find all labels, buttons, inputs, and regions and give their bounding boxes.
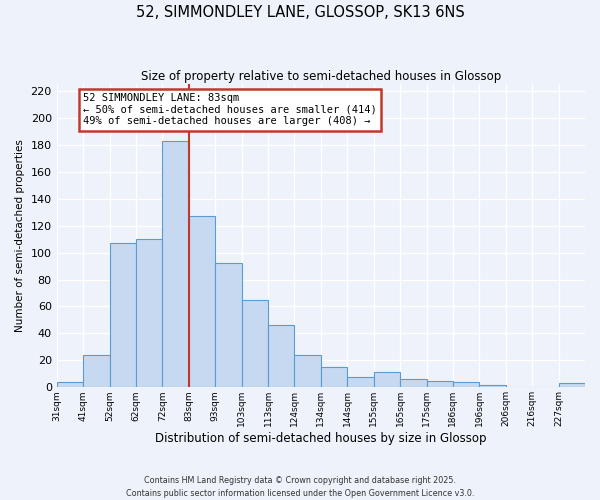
Bar <box>56 382 83 388</box>
Bar <box>215 264 242 388</box>
Y-axis label: Number of semi-detached properties: Number of semi-detached properties <box>15 140 25 332</box>
Bar <box>268 326 295 388</box>
Bar <box>347 376 374 388</box>
Title: Size of property relative to semi-detached houses in Glossop: Size of property relative to semi-detach… <box>141 70 501 83</box>
Bar <box>400 379 427 388</box>
Bar <box>374 372 400 388</box>
Bar <box>295 355 321 388</box>
Text: Contains HM Land Registry data © Crown copyright and database right 2025.
Contai: Contains HM Land Registry data © Crown c… <box>126 476 474 498</box>
Bar <box>136 239 163 388</box>
Bar <box>559 384 585 388</box>
Bar <box>163 141 189 388</box>
Bar <box>427 380 453 388</box>
Text: 52, SIMMONDLEY LANE, GLOSSOP, SK13 6NS: 52, SIMMONDLEY LANE, GLOSSOP, SK13 6NS <box>136 5 464 20</box>
Bar <box>110 243 136 388</box>
Bar <box>189 216 215 388</box>
X-axis label: Distribution of semi-detached houses by size in Glossop: Distribution of semi-detached houses by … <box>155 432 487 445</box>
Bar <box>83 355 110 388</box>
Bar <box>321 367 347 388</box>
Bar <box>242 300 268 388</box>
Text: 52 SIMMONDLEY LANE: 83sqm
← 50% of semi-detached houses are smaller (414)
49% of: 52 SIMMONDLEY LANE: 83sqm ← 50% of semi-… <box>83 94 377 126</box>
Bar <box>479 384 506 388</box>
Bar <box>453 382 479 388</box>
